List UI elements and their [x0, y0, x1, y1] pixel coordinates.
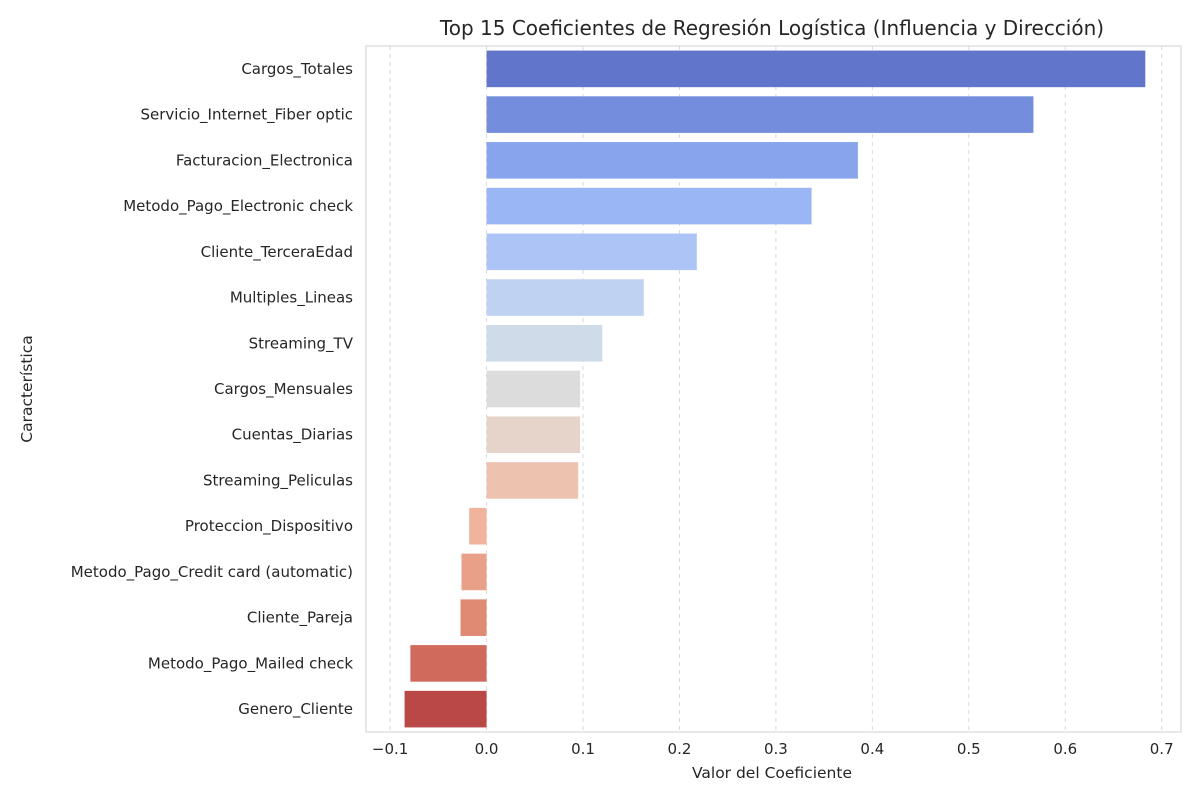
y-tick-label: Cuentas_Diarias [232, 426, 354, 445]
y-tick-label: Metodo_Pago_Electronic check [123, 197, 353, 216]
y-tick-label: Facturacion_Electronica [176, 151, 353, 170]
bar [404, 690, 487, 728]
x-tick-label: −0.1 [372, 740, 408, 758]
bar [486, 187, 812, 225]
y-tick-label: Cargos_Mensuales [214, 380, 353, 399]
y-tick-label: Metodo_Pago_Mailed check [148, 654, 353, 673]
bar [410, 645, 487, 682]
bar [486, 370, 581, 408]
x-tick-labels: −0.1 0.0 0.1 0.2 0.3 0.4 0.5 0.6 0.7 [372, 740, 1174, 758]
bars [404, 50, 1146, 728]
bar [486, 96, 1034, 133]
y-tick-label: Cliente_TerceraEdad [201, 243, 353, 262]
x-tick-label: 0.3 [764, 740, 788, 758]
plot-frame [365, 45, 1182, 733]
bar [461, 553, 487, 591]
bar [486, 462, 579, 499]
x-tick-label: 0.2 [668, 740, 692, 758]
bar [486, 416, 581, 454]
y-tick-label: Streaming_Peliculas [203, 471, 353, 490]
x-tick-label: 0.6 [1053, 740, 1077, 758]
x-tick-label: 0.0 [475, 740, 499, 758]
y-tick-label: Metodo_Pago_Credit card (automatic) [71, 563, 353, 582]
x-tick-label: 0.4 [860, 740, 884, 758]
y-tick-label: Servicio_Internet_Fiber optic [141, 106, 354, 125]
x-tick-label: 0.5 [957, 740, 981, 758]
bar [460, 599, 487, 636]
x-tick-label: 0.7 [1150, 740, 1174, 758]
y-tick-label: Genero_Cliente [238, 700, 353, 719]
bar [486, 324, 603, 362]
y-tick-label: Multiples_Lineas [230, 289, 353, 308]
y-tick-label: Proteccion_Dispositivo [185, 517, 353, 536]
x-axis-label: Valor del Coeficiente [692, 764, 852, 782]
y-axis-label: Característica [18, 335, 36, 443]
x-tick-label: 0.1 [571, 740, 595, 758]
bar [486, 279, 644, 316]
y-tick-label: Cargos_Totales [241, 60, 353, 79]
bar [486, 50, 1146, 88]
bar [486, 233, 697, 271]
bar [486, 142, 858, 179]
y-tick-label: Streaming_TV [249, 334, 354, 353]
chart-title: Top 15 Coeficientes de Regresión Logísti… [439, 16, 1104, 40]
y-tick-labels: Cargos_Totales Servicio_Internet_Fiber op… [71, 60, 354, 719]
bar [469, 507, 487, 545]
y-tick-label: Cliente_Pareja [247, 609, 353, 628]
